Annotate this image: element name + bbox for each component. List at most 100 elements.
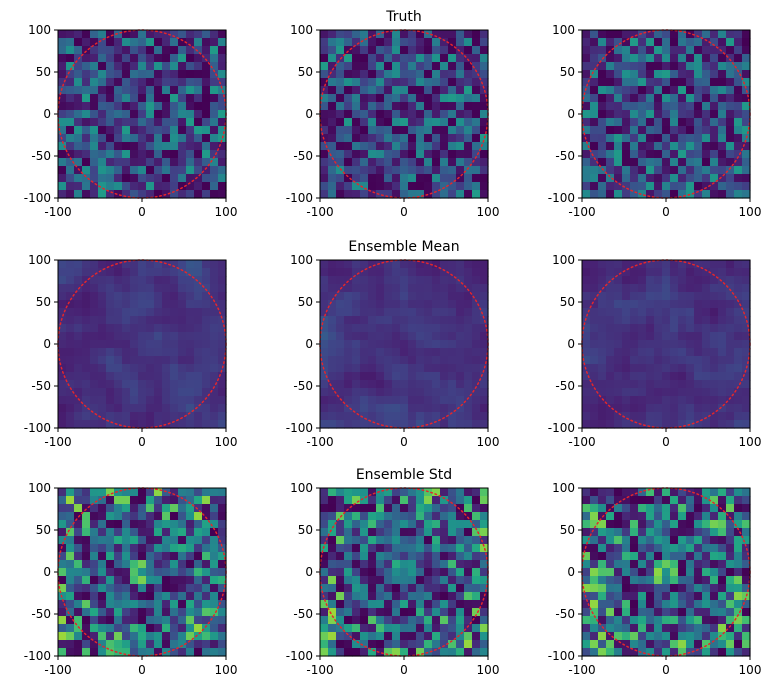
heatmap-cell [472,30,481,39]
heatmap-cell [74,70,83,79]
heatmap-cell [440,316,449,325]
heatmap-cell [464,576,473,585]
heatmap-cell [202,420,211,429]
heatmap-cell [186,404,195,413]
y-tick-label: 0 [43,565,51,579]
heatmap-cell [154,512,163,521]
heatmap-cell [328,158,337,167]
heatmap-cell [146,340,155,349]
heatmap-cell [646,568,655,577]
heatmap-cell [440,496,449,505]
heatmap-cell [456,38,465,47]
heatmap-cell [440,276,449,285]
heatmap-cell [194,308,203,317]
heatmap-cell [328,126,337,135]
heatmap-cell [590,292,599,301]
heatmap-cell [170,316,179,325]
heatmap-cell [218,648,227,657]
heatmap-cell [726,70,735,79]
heatmap-cell [670,520,679,529]
heatmap-cell [320,396,329,405]
heatmap-cell [352,118,361,127]
heatmap-cell [726,568,735,577]
heatmap-cell [392,544,401,553]
heatmap-cell [472,94,481,103]
heatmap-cell [194,584,203,593]
heatmap-cell [170,404,179,413]
heatmap-cell [344,364,353,373]
heatmap-cell [186,292,195,301]
heatmap-cell [368,632,377,641]
heatmap-cell [90,420,99,429]
heatmap-cell [74,268,83,277]
heatmap-cell [464,640,473,649]
heatmap-cell [432,560,441,569]
heatmap-cell [74,528,83,537]
heatmap-cell [480,70,489,79]
heatmap-cell [480,268,489,277]
heatmap-cell [400,560,409,569]
heatmap-cell [408,276,417,285]
heatmap-cell [146,536,155,545]
heatmap-cell [606,600,615,609]
heatmap-cell [694,608,703,617]
heatmap-cell [432,62,441,71]
heatmap-cell [154,300,163,309]
heatmap-cell [638,560,647,569]
heatmap-cell [186,648,195,657]
heatmap-cells [320,260,489,429]
heatmap-cell [646,356,655,365]
heatmap-cell [138,54,147,63]
heatmap-cell [98,592,107,601]
heatmap-cell [122,380,131,389]
heatmap-cell [90,38,99,47]
heatmap-cell [464,364,473,373]
heatmap-cell [178,648,187,657]
heatmap-cell [74,260,83,269]
heatmap-cell [178,190,187,199]
heatmap-cell [480,640,489,649]
heatmap-cell [384,544,393,553]
heatmap-cell [138,560,147,569]
heatmap-cell [582,420,591,429]
heatmap-cell [74,568,83,577]
heatmap-cell [662,70,671,79]
heatmap-cell [368,396,377,405]
heatmap-cell [82,150,91,159]
heatmap-cell [622,504,631,513]
heatmap-cell [146,260,155,269]
heatmap-cell [606,102,615,111]
heatmap-cell [638,54,647,63]
heatmap-cell [646,496,655,505]
heatmap-cell [90,260,99,269]
heatmap-cell [638,536,647,545]
heatmap-cell [678,356,687,365]
heatmap-cell [622,324,631,333]
heatmap-cell [218,372,227,381]
heatmap-cell [154,632,163,641]
heatmap-cell [368,284,377,293]
heatmap-cell [432,166,441,175]
heatmap-cell [400,584,409,593]
heatmap-cell [670,420,679,429]
heatmap-cell [718,632,727,641]
heatmap-cell [74,316,83,325]
heatmap-cell [106,640,115,649]
heatmap-cell [114,190,123,199]
heatmap-cell [432,38,441,47]
heatmap-cell [202,78,211,87]
heatmap-cell [400,110,409,119]
heatmap-cell [662,512,671,521]
heatmap-cell [82,54,91,63]
heatmap-cell [58,182,67,191]
heatmap-cell [598,372,607,381]
heatmap-cell [622,340,631,349]
heatmap-cell [464,348,473,357]
heatmap-cell [138,102,147,111]
heatmap-cell [74,584,83,593]
heatmap-cell [678,380,687,389]
heatmap-cell [630,46,639,55]
heatmap-cell [734,380,743,389]
heatmap-cell [170,174,179,183]
